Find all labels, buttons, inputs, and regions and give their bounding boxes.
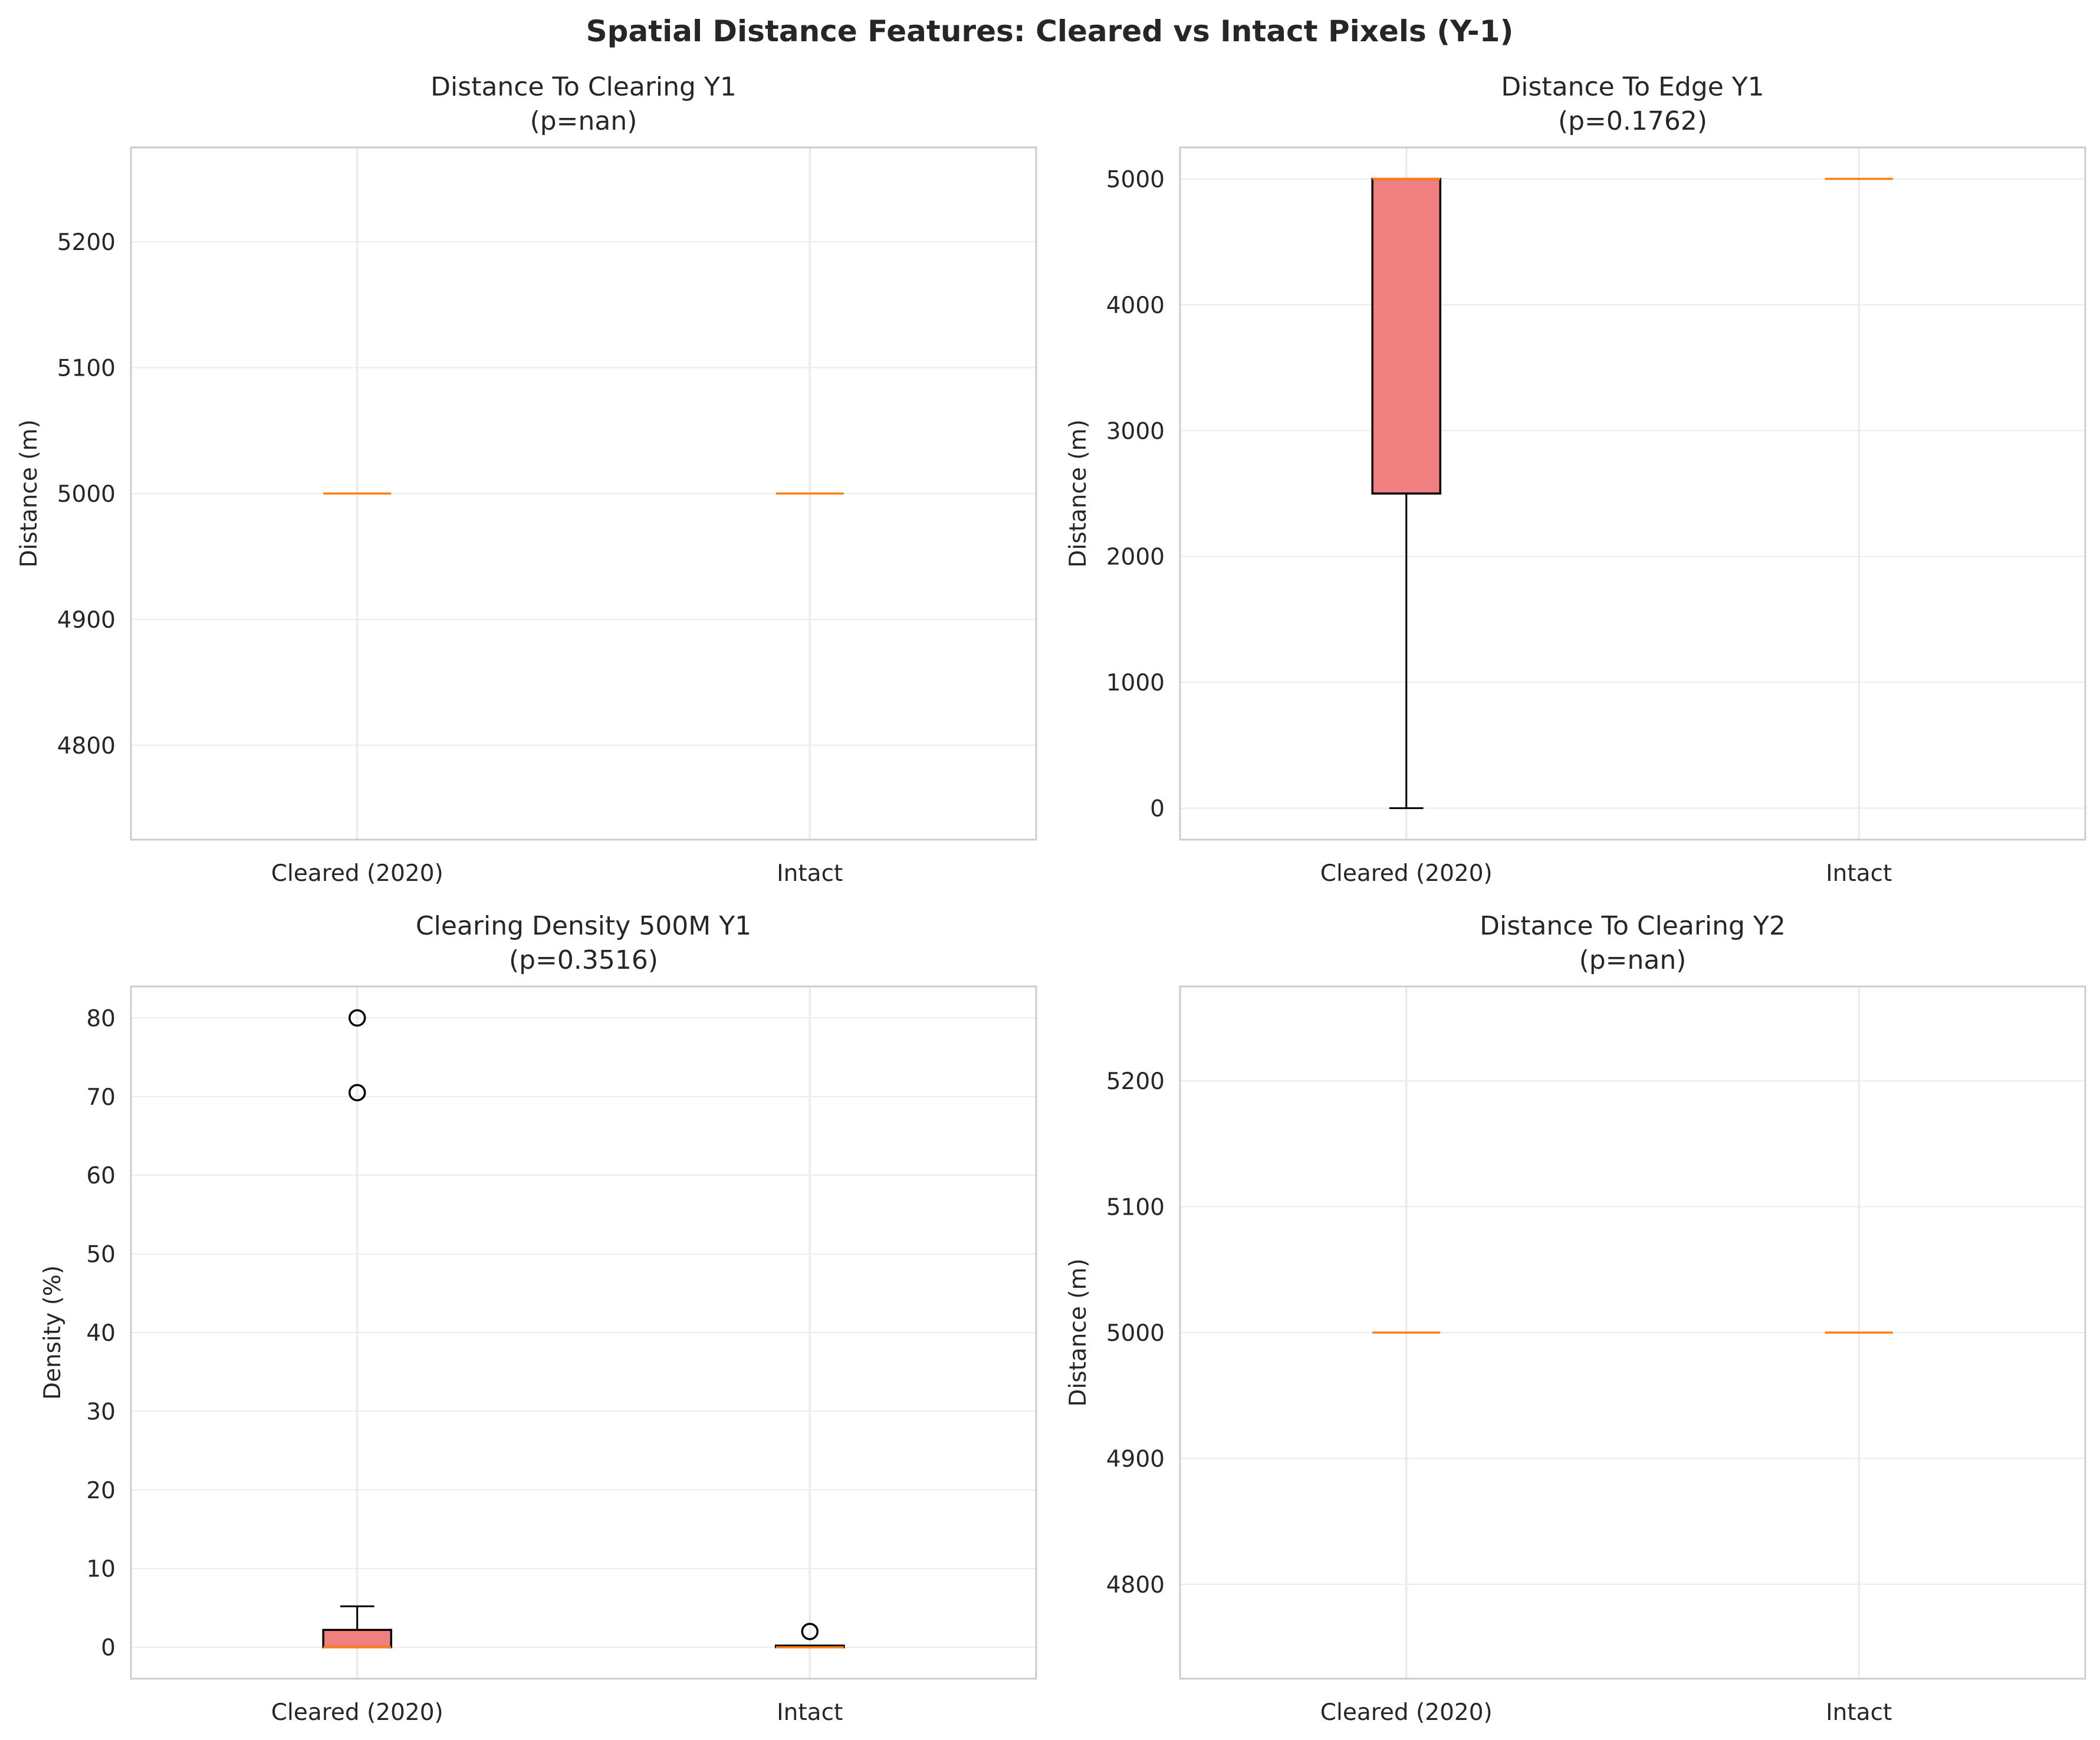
x-tick-label: Intact (777, 860, 843, 887)
axes-frame (1179, 146, 2086, 841)
box-cleared (322, 1009, 393, 1649)
y-tick-label: 5000 (57, 481, 116, 508)
y-tick-label: 60 (86, 1163, 116, 1189)
y-tick-label: 3000 (1106, 418, 1165, 445)
y-tick-label: 5200 (57, 229, 116, 256)
subplot-2: 0 1000 2000 3000 4000 5000 Cleared (2020) Intac… (1065, 72, 2086, 887)
x-tick-label: Cleared (2020) (271, 1699, 443, 1726)
subplot-3: 0 10 20 30 40 50 60 70 80 Cleared (2020) Intact Cle… (40, 911, 1037, 1726)
y-tick-label: 4800 (1106, 1572, 1165, 1598)
subplot-subtitle: (p=nan) (1579, 945, 1687, 975)
y-tick-label: 5200 (1106, 1068, 1165, 1095)
y-tick-label: 2000 (1106, 544, 1165, 571)
x-tick-label: Intact (777, 1699, 843, 1726)
y-tick-label: 4000 (1106, 292, 1165, 319)
y-tick-label: 40 (86, 1320, 116, 1347)
y-tick-label: 70 (86, 1084, 116, 1111)
box-body (1371, 177, 1442, 495)
y-tick-label: 80 (86, 1005, 116, 1032)
subplot-title: Clearing Density 500M Y1 (416, 911, 751, 941)
y-tick-label: 5100 (1106, 1195, 1165, 1221)
y-tick-label: 0 (1150, 796, 1165, 823)
subplot-4: 4800 4900 5000 5100 5200 Cleared (2020) Intact… (1065, 911, 2086, 1726)
x-tick-label: Intact (1826, 860, 1892, 887)
axes-frame (1179, 985, 2086, 1680)
x-tick-label: Cleared (2020) (1320, 1699, 1493, 1726)
y-tick-label: 0 (101, 1635, 116, 1662)
outlier-point (349, 1009, 366, 1027)
y-tick-label: 5000 (1106, 166, 1165, 193)
y-tick-label: 10 (86, 1556, 116, 1583)
x-tick-label: Cleared (2020) (271, 860, 443, 887)
subplot-subtitle: (p=nan) (530, 106, 637, 136)
subplot-title: Distance To Clearing Y1 (430, 72, 737, 102)
y-tick-label: 50 (86, 1242, 116, 1268)
outlier-point (801, 1623, 819, 1640)
axes-frame (130, 146, 1037, 841)
y-tick-label: 1000 (1106, 670, 1165, 696)
figure-title: Spatial Distance Features: Cleared vs In… (586, 14, 1514, 48)
y-axis-label: Distance (m) (16, 419, 42, 567)
x-tick-label: Intact (1826, 1699, 1892, 1726)
box-cleared (1371, 177, 1442, 810)
subplot-subtitle: (p=0.1762) (1558, 106, 1707, 136)
y-tick-label: 4900 (57, 607, 116, 633)
box-body (322, 1629, 393, 1649)
y-tick-label: 4800 (57, 733, 116, 759)
subplot-title: Distance To Clearing Y2 (1480, 911, 1786, 941)
x-tick-label: Cleared (2020) (1320, 860, 1493, 887)
y-axis-label: Distance (m) (1065, 1258, 1092, 1406)
outlier-point (349, 1084, 366, 1101)
subplot-subtitle: (p=0.3516) (509, 945, 658, 975)
axes-frame (130, 985, 1037, 1680)
subplot-title: Distance To Edge Y1 (1501, 72, 1764, 102)
y-tick-label: 30 (86, 1399, 116, 1425)
plot-area (1180, 147, 2085, 840)
box-intact (774, 1623, 845, 1649)
subplot-1: 4800 4900 5000 5100 5200 Cleared (2020) Intact… (16, 72, 1037, 887)
y-axis-label: Density (%) (40, 1265, 66, 1400)
y-tick-label: 4900 (1106, 1446, 1165, 1472)
y-tick-label: 5000 (1106, 1320, 1165, 1347)
y-tick-label: 5100 (57, 356, 116, 382)
y-tick-label: 20 (86, 1478, 116, 1504)
y-axis-label: Distance (m) (1065, 419, 1092, 567)
